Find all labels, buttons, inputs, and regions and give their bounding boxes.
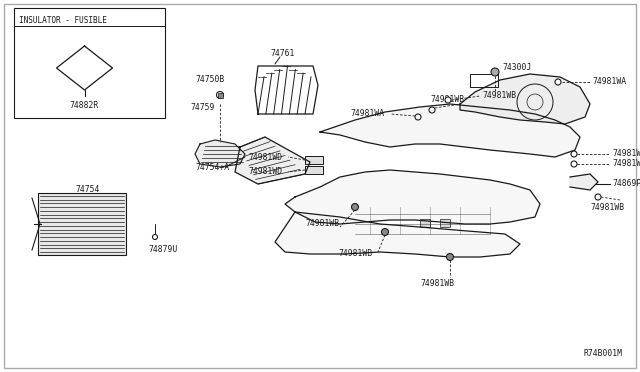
Text: 74981WB: 74981WB xyxy=(612,150,640,158)
Text: 74300J: 74300J xyxy=(502,62,531,71)
Circle shape xyxy=(447,253,454,260)
Bar xyxy=(38,193,126,255)
Polygon shape xyxy=(195,140,245,167)
Text: 74981WD: 74981WD xyxy=(248,153,282,161)
Circle shape xyxy=(571,151,577,157)
Circle shape xyxy=(381,228,388,235)
Text: 74981WB: 74981WB xyxy=(420,279,454,289)
Bar xyxy=(218,93,223,97)
Circle shape xyxy=(571,161,577,167)
Circle shape xyxy=(216,92,223,99)
Text: 74754+A: 74754+A xyxy=(195,163,229,171)
Bar xyxy=(14,8,165,118)
Bar xyxy=(305,166,323,174)
Text: 74761: 74761 xyxy=(270,49,294,58)
Text: 74981WB: 74981WB xyxy=(305,219,339,228)
Circle shape xyxy=(555,79,561,85)
Circle shape xyxy=(152,234,157,240)
Polygon shape xyxy=(320,104,580,157)
Text: 74869P: 74869P xyxy=(612,180,640,189)
Polygon shape xyxy=(285,170,540,224)
Polygon shape xyxy=(460,74,590,124)
Text: 74879U: 74879U xyxy=(148,246,177,254)
Text: 74981WA: 74981WA xyxy=(612,160,640,169)
Polygon shape xyxy=(275,212,520,257)
Text: 74981WD: 74981WD xyxy=(248,167,282,176)
Text: 74981WA: 74981WA xyxy=(350,109,384,119)
Bar xyxy=(305,156,323,164)
Text: R74B001M: R74B001M xyxy=(583,349,622,358)
Text: 74981WB: 74981WB xyxy=(338,250,372,259)
Circle shape xyxy=(491,68,499,76)
Text: 74981WB: 74981WB xyxy=(430,96,464,105)
Polygon shape xyxy=(570,174,598,190)
Circle shape xyxy=(595,194,601,200)
Circle shape xyxy=(351,203,358,211)
Bar xyxy=(420,219,430,227)
Text: 74754: 74754 xyxy=(75,185,99,193)
Bar xyxy=(440,219,450,227)
Text: 74759: 74759 xyxy=(190,103,214,112)
Text: 74981WB: 74981WB xyxy=(482,92,516,100)
Circle shape xyxy=(445,97,451,103)
Circle shape xyxy=(429,107,435,113)
Circle shape xyxy=(415,114,421,120)
Text: 74750B: 74750B xyxy=(195,76,224,84)
Polygon shape xyxy=(235,137,310,184)
Text: INSULATOR - FUSIBLE: INSULATOR - FUSIBLE xyxy=(19,16,107,25)
Text: 74981WB: 74981WB xyxy=(590,202,624,212)
Text: 74981WA: 74981WA xyxy=(592,77,626,87)
Text: 74882R: 74882R xyxy=(70,102,99,110)
